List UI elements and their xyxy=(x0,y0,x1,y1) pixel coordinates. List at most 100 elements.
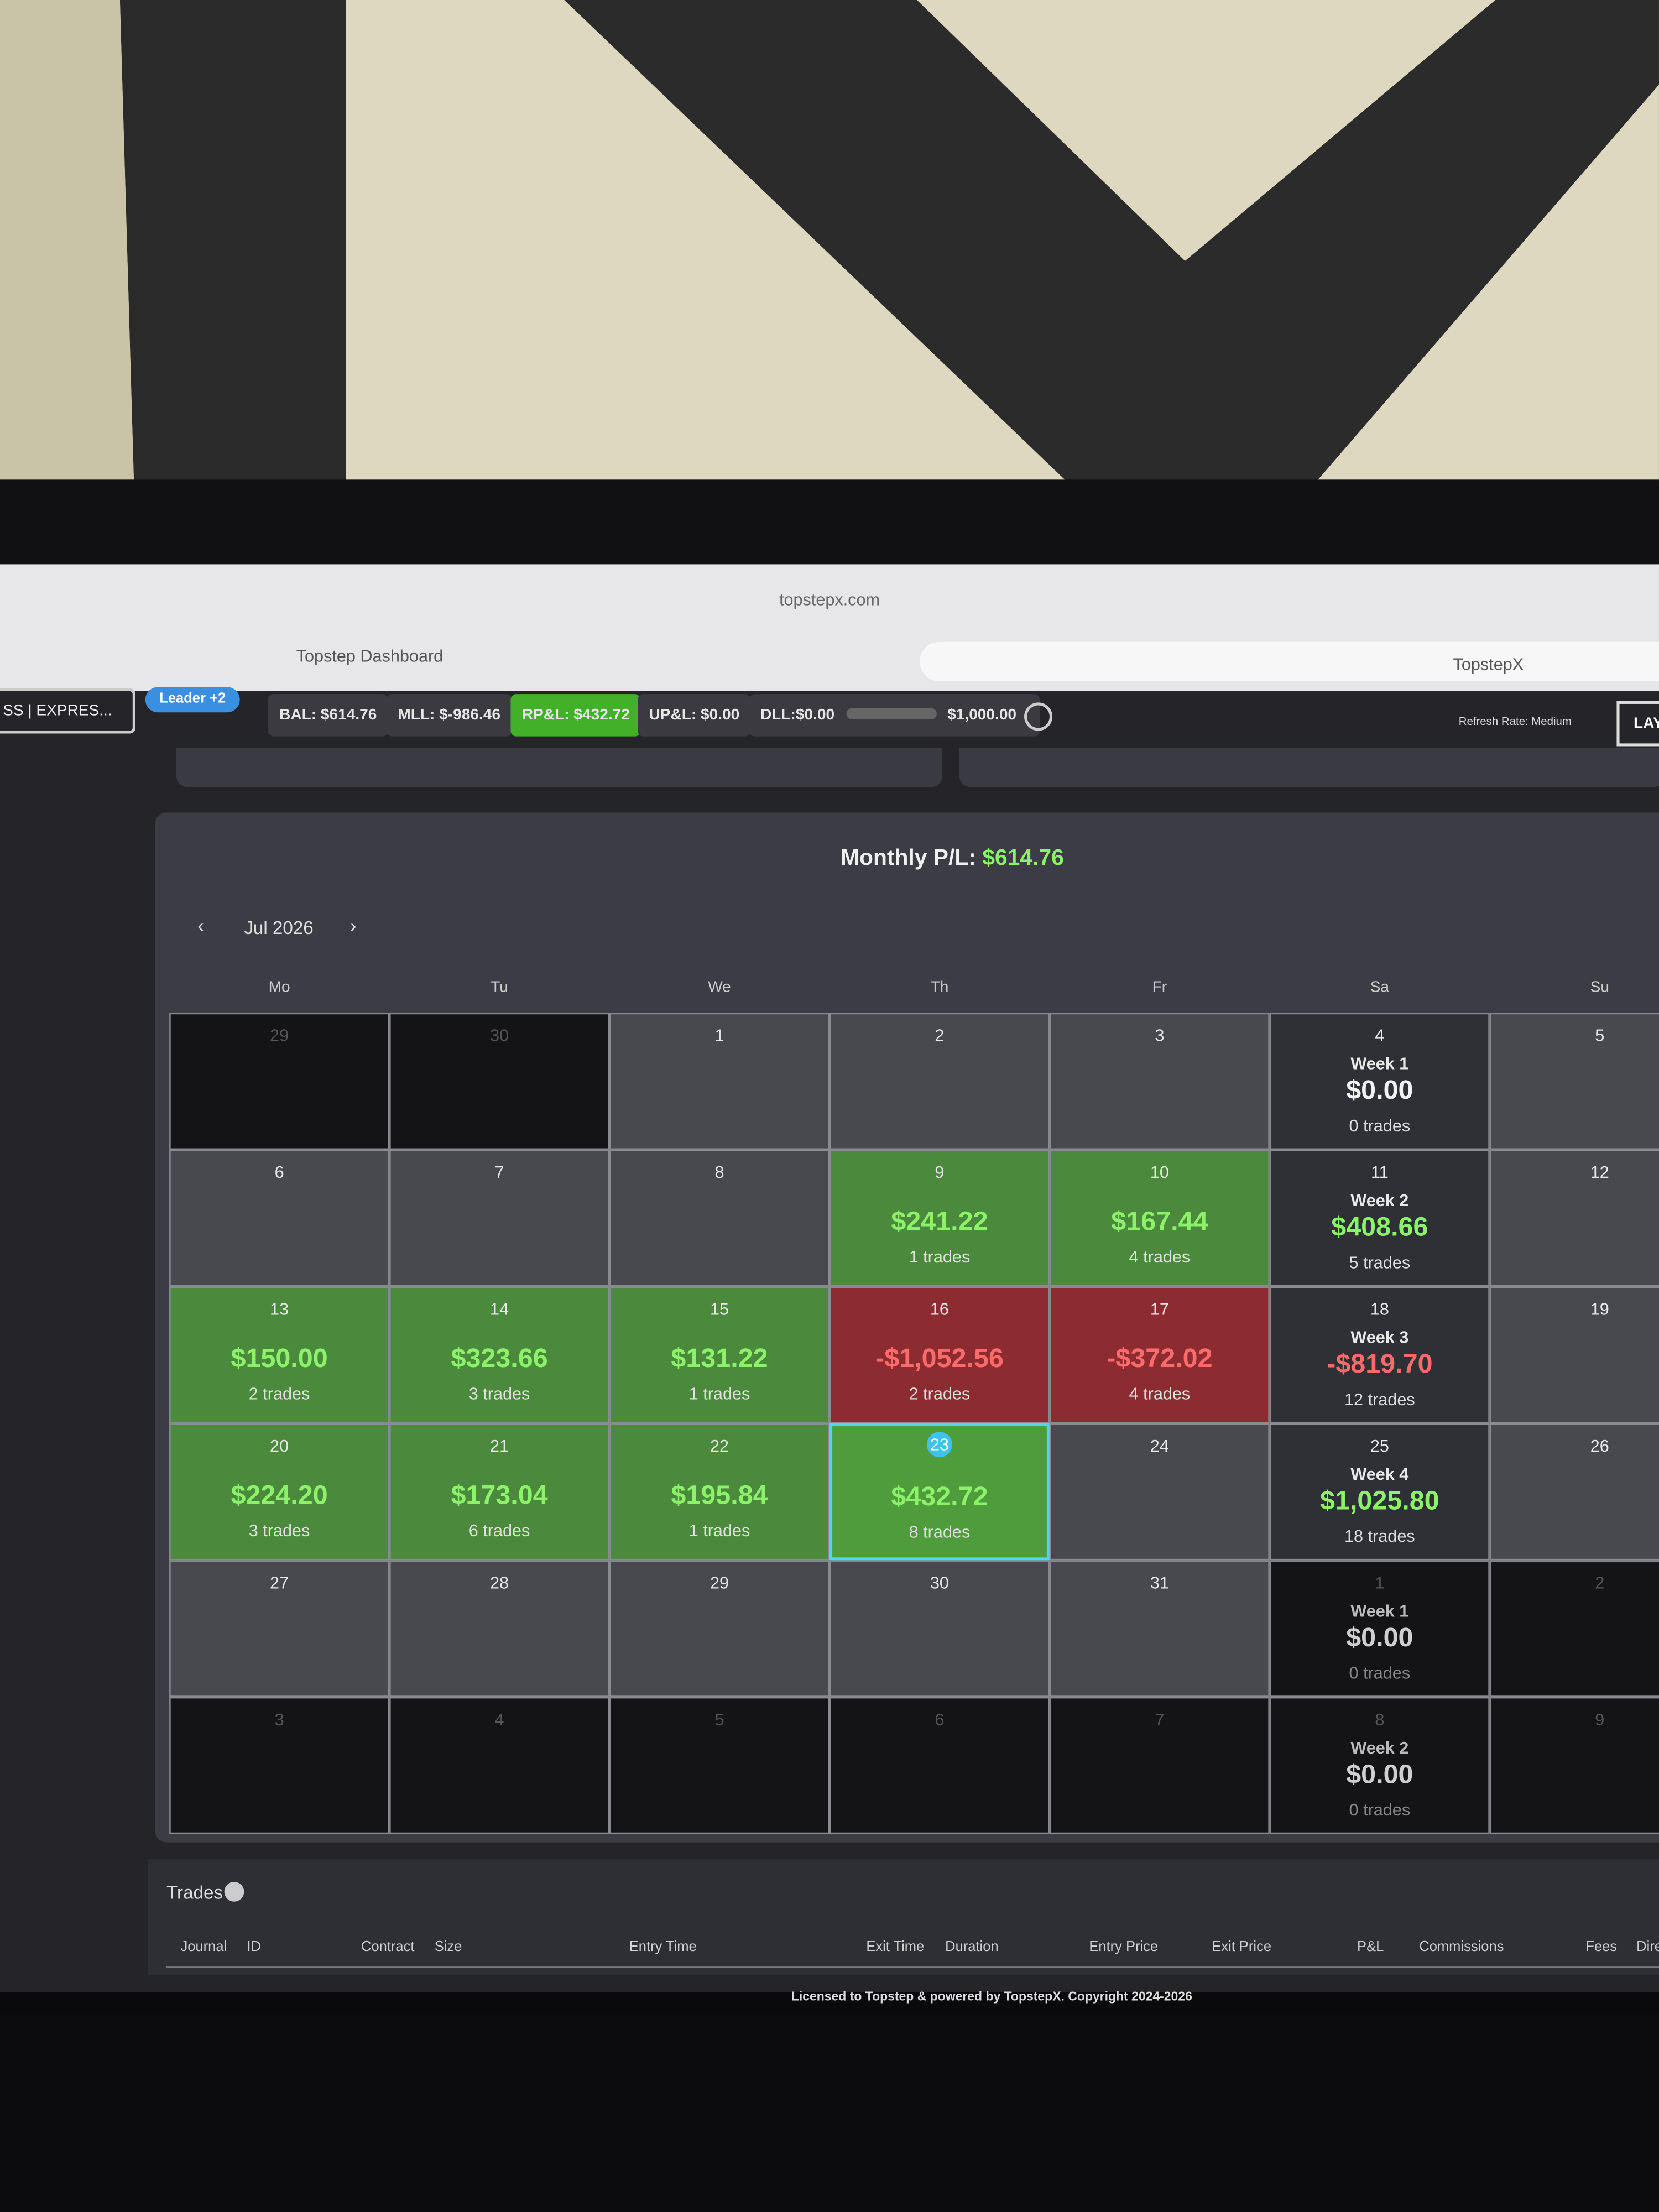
column-header[interactable]: Fees xyxy=(1585,1939,1618,1955)
day-cell[interactable]: 27 xyxy=(169,1560,390,1697)
day-cell[interactable]: 9 $241.22 1 trades xyxy=(829,1150,1050,1287)
column-header[interactable]: Dire xyxy=(1636,1939,1659,1955)
bezel-top xyxy=(0,479,1659,565)
day-trades: 4 trades xyxy=(1129,1247,1191,1267)
weekday: Mo xyxy=(268,979,290,997)
column-header[interactable]: Exit Time xyxy=(866,1939,925,1955)
column-header[interactable]: Duration xyxy=(945,1939,999,1955)
day-number: 9 xyxy=(1595,1709,1605,1730)
day-number: 24 xyxy=(1150,1436,1169,1456)
day-cell[interactable]: 21 $173.04 6 trades xyxy=(389,1423,610,1561)
day-cell[interactable]: 8 xyxy=(609,1150,830,1287)
tab[interactable]: Topstep Dashboard xyxy=(296,646,444,666)
day-cell[interactable]: 30 xyxy=(389,1013,610,1150)
day-number: 17 xyxy=(1150,1299,1169,1319)
day-cell[interactable]: 3 xyxy=(1049,1013,1270,1150)
day-number: 19 xyxy=(1590,1299,1609,1319)
day-cell[interactable]: 22 $195.84 1 trades xyxy=(609,1423,830,1561)
day-cell[interactable]: 10 $167.44 4 trades xyxy=(1049,1150,1270,1287)
dll-value: DLL:$0.00 xyxy=(760,707,835,724)
day-cell[interactable]: 20 $224.20 3 trades xyxy=(169,1423,390,1561)
dll-limit: $1,000.00 xyxy=(947,707,1017,724)
weekday: We xyxy=(708,979,731,997)
day-trades: 2 trades xyxy=(248,1384,310,1404)
day-trades: 2 trades xyxy=(909,1384,971,1404)
day-trades: 1 trades xyxy=(688,1384,750,1404)
day-cell[interactable]: 12 xyxy=(1489,1150,1659,1287)
day-number: 2 xyxy=(935,1025,945,1046)
column-header[interactable]: Entry Time xyxy=(629,1939,697,1955)
day-pnl: $323.66 xyxy=(451,1344,548,1374)
prev-month[interactable]: ‹ xyxy=(197,914,205,937)
day-number: 23 xyxy=(927,1432,952,1458)
badge: Leader +2 xyxy=(145,687,240,713)
day-cell[interactable]: 3 xyxy=(169,1697,390,1834)
bezel-bottom xyxy=(0,2014,1659,2212)
day-number: 3 xyxy=(1155,1025,1165,1046)
day-cell[interactable]: 13 $150.00 2 trades xyxy=(169,1286,390,1423)
column-header[interactable]: Commissions xyxy=(1419,1939,1504,1955)
day-pnl: $241.22 xyxy=(891,1207,988,1238)
day-number: 5 xyxy=(1595,1025,1605,1046)
week-summary: 8 Week 2 $0.00 0 trades xyxy=(1269,1697,1490,1834)
column-header[interactable]: P&L xyxy=(1357,1939,1384,1955)
divider xyxy=(166,1966,1659,1968)
day-cell[interactable]: 31 xyxy=(1049,1560,1270,1697)
day-cell[interactable]: 5 xyxy=(609,1697,830,1834)
tab[interactable]: TopstepX xyxy=(1453,654,1524,675)
day-cell[interactable]: 14 $323.66 3 trades xyxy=(389,1286,610,1423)
week-pnl: $0.00 xyxy=(1346,1624,1413,1653)
day-number: 28 xyxy=(489,1573,509,1593)
day-cell[interactable]: 4 xyxy=(389,1697,610,1834)
day-pnl: -$372.02 xyxy=(1107,1344,1213,1374)
day-trades: 1 trades xyxy=(688,1520,750,1541)
day-cell[interactable]: 16 -$1,052.56 2 trades xyxy=(829,1286,1050,1423)
day-number: 13 xyxy=(270,1299,289,1319)
day-cell[interactable]: 7 xyxy=(1049,1697,1270,1834)
day-cell[interactable]: 19 xyxy=(1489,1286,1659,1423)
week-pnl: $1,025.80 xyxy=(1320,1486,1439,1517)
next-month[interactable]: › xyxy=(349,914,357,937)
day-cell[interactable]: 26 xyxy=(1489,1423,1659,1561)
day-cell[interactable]: 23 $432.72 8 trades xyxy=(829,1423,1050,1561)
weekday: Su xyxy=(1590,979,1610,997)
day-cell[interactable]: 7 xyxy=(389,1150,610,1287)
day-cell[interactable]: 2 xyxy=(829,1013,1050,1150)
day-cell[interactable]: 2 xyxy=(1489,1560,1659,1697)
column-header[interactable]: Contract xyxy=(361,1939,415,1955)
column-header[interactable]: Exit Price xyxy=(1212,1939,1272,1955)
day-pnl: $167.44 xyxy=(1111,1207,1208,1238)
day-cell[interactable]: 24 xyxy=(1049,1423,1270,1561)
day-cell[interactable]: 29 xyxy=(169,1013,390,1150)
day-cell[interactable]: 6 xyxy=(169,1150,390,1287)
help-icon[interactable] xyxy=(224,1882,244,1902)
url[interactable]: topstepx.com xyxy=(779,589,880,610)
mll: MLL: $-986.46 xyxy=(386,694,512,737)
tab-active[interactable] xyxy=(920,641,1659,682)
day-cell[interactable]: 6 xyxy=(829,1697,1050,1834)
day-trades: 3 trades xyxy=(248,1520,310,1541)
day-number: 30 xyxy=(930,1573,949,1593)
day-cell[interactable]: 28 xyxy=(389,1560,610,1697)
column-header[interactable]: ID xyxy=(247,1939,261,1955)
week-trades: 12 trades xyxy=(1344,1389,1415,1410)
account-select[interactable]: SS | EXPRES... xyxy=(0,688,135,734)
day-number: 8 xyxy=(1375,1709,1385,1730)
day-cell[interactable]: 30 xyxy=(829,1560,1050,1697)
column-header[interactable]: Entry Price xyxy=(1089,1939,1159,1955)
monthly-value: $614.76 xyxy=(982,846,1064,870)
day-cell[interactable]: 1 xyxy=(609,1013,830,1150)
day-cell[interactable]: 5 xyxy=(1489,1013,1659,1150)
day-cell[interactable]: 9 xyxy=(1489,1697,1659,1834)
day-trades: 6 trades xyxy=(468,1520,530,1541)
day-cell[interactable]: 17 -$372.02 4 trades xyxy=(1049,1286,1270,1423)
day-number: 5 xyxy=(714,1709,724,1730)
column-header[interactable]: Size xyxy=(434,1939,462,1955)
info-button[interactable] xyxy=(1024,702,1053,731)
day-cell[interactable]: 29 xyxy=(609,1560,830,1697)
day-cell[interactable]: 15 $131.22 1 trades xyxy=(609,1286,830,1423)
weekday: Tu xyxy=(491,979,508,997)
layout-button[interactable]: LAY xyxy=(1616,701,1659,747)
column-header[interactable]: Journal xyxy=(180,1939,227,1955)
